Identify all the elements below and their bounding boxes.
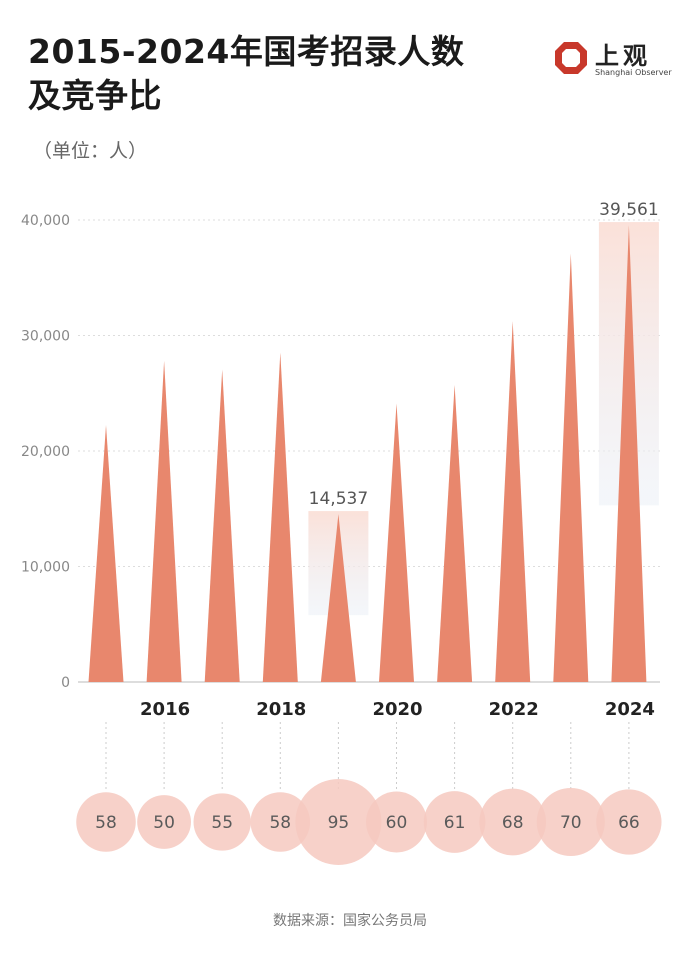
ratio-circle-layer: 58 50 55 58 95 60 61 68 70 66 (76, 779, 662, 865)
bar-2022 (495, 321, 531, 682)
ratio-circle-2018 (250, 792, 311, 852)
bar-layer (88, 225, 647, 683)
bar-2018 (262, 352, 298, 682)
ratio-circle-2022 (479, 788, 547, 856)
bar-2020 (379, 403, 414, 682)
ratio-circle-2021 (423, 791, 486, 853)
ratio-label: 70 (560, 813, 582, 833)
title-line-2: 及竞争比 (28, 76, 162, 115)
bar-2017 (204, 369, 240, 682)
highlight-layer (308, 222, 659, 616)
y-tick-label: 0 (61, 675, 70, 691)
title-line-1: 2015-2024年国考招录人数 (28, 32, 465, 71)
ratio-circle-2019 (295, 779, 382, 865)
x-tick-label: 2016 (140, 699, 190, 720)
x-tick-label: 2020 (372, 699, 422, 720)
shanghai-observer-logo-icon (555, 42, 587, 74)
label-layer: 2016 2018 2020 2022 2024 14,537 39,561 (140, 200, 659, 720)
bar-2016 (146, 360, 182, 682)
ratio-circle-2016 (137, 795, 191, 849)
ratio-label: 50 (153, 813, 175, 833)
ratio-circle-2017 (193, 793, 251, 851)
data-label: 39,561 (599, 200, 658, 220)
chart-title: 2015-2024年国考招录人数 及竞争比 (28, 30, 464, 118)
ratio-label: 68 (502, 813, 524, 833)
unit-label: （单位：人） (33, 140, 148, 162)
data-label: 14,537 (309, 489, 368, 509)
ratio-label: 61 (444, 813, 466, 833)
ratio-circle-2023 (536, 787, 605, 857)
brand-logo: 上观 Shanghai Observer (553, 38, 673, 82)
ratio-label: 95 (328, 813, 350, 833)
data-source: 数据来源：国家公务员局 (273, 913, 427, 929)
x-tick-label: 2022 (489, 699, 539, 720)
y-tick-label: 30,000 (21, 329, 70, 345)
bar-2023 (553, 253, 589, 682)
bar-2019 (320, 514, 356, 682)
y-tick-label: 40,000 (21, 213, 70, 229)
ratio-circle-2015 (76, 792, 136, 852)
ratio-circle-2024 (596, 789, 662, 855)
ratio-label: 58 (95, 813, 117, 833)
y-tick-label: 20,000 (21, 444, 70, 460)
logo-subtitle: Shanghai Observer (595, 68, 672, 77)
y-tick-label: 10,000 (21, 560, 70, 576)
bar-2024 (611, 225, 647, 683)
logo-name: 上观 (595, 42, 651, 70)
ratio-label: 58 (269, 813, 291, 833)
ratio-label: 60 (386, 813, 408, 833)
x-tick-label: 2018 (256, 699, 306, 720)
ratio-circle-2020 (366, 791, 427, 853)
ratio-label: 55 (211, 813, 233, 833)
bar-2021 (437, 384, 473, 682)
ratio-label: 66 (618, 813, 640, 833)
bar-2015 (88, 425, 124, 682)
x-tick-label: 2024 (605, 699, 655, 720)
